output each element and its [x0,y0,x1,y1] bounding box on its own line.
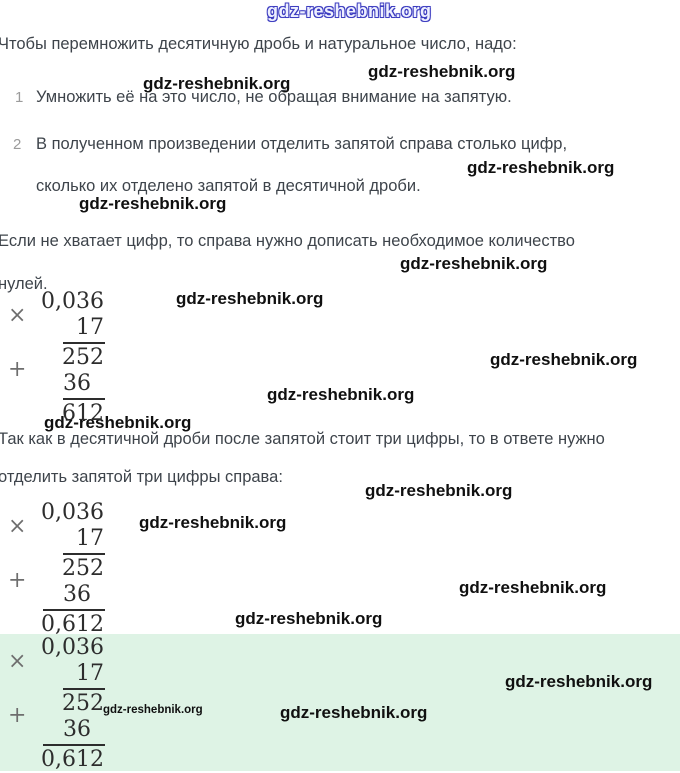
site-logo-watermark: gdz-reshebnik.org [267,1,432,21]
watermark: gdz-reshebnik.org [459,578,607,597]
multiplier: 17 [76,315,104,340]
times-sign: × [8,303,27,328]
watermark: gdz-reshebnik.org [176,289,324,308]
product: 0,612 [41,612,104,637]
watermark: gdz-reshebnik.org [505,672,653,691]
rule [63,398,105,400]
rule [63,688,105,690]
step-1-number: 1 [15,89,24,106]
step-1-text: Умножить её на это число, не обращая вни… [36,88,512,106]
watermark: gdz-reshebnik.org [143,74,291,93]
rule [43,744,105,746]
watermark: gdz-reshebnik.org [400,254,548,273]
multiplication-step-1: × + 0,036 17 252 36 612 [0,289,118,427]
watermark: gdz-reshebnik.org [368,62,516,81]
multiplication-answer: × + 0,036 17 252 36 0,612 [0,635,118,773]
note-text: Если не хватает цифр, то справа нужно до… [0,232,575,293]
product: 612 [62,401,104,426]
watermark: gdz-reshebnik.org [365,481,513,500]
multiplicand: 0,036 [41,635,104,660]
plus-sign: + [8,357,27,382]
multiplier: 17 [76,526,104,551]
product: 0,612 [41,747,104,772]
rule [63,342,105,344]
step-2-number: 2 [13,136,22,153]
conclusion-text: Так как в десятичной дроби после запятой… [0,430,605,486]
multiplicand: 0,036 [41,500,104,525]
watermark: gdz-reshebnik.org [139,513,287,532]
plus-sign: + [8,703,27,728]
multiplicand: 0,036 [41,289,104,314]
watermark: gdz-reshebnik.org [280,703,428,722]
watermark: gdz-reshebnik.org [490,350,638,369]
watermark: gdz-reshebnik.org [103,704,203,716]
watermark: gdz-reshebnik.org [267,385,415,404]
watermark: gdz-reshebnik.org [235,609,383,628]
multiplier: 17 [76,661,104,686]
rule-intro-text: Чтобы перемножить десятичную дробь и нат… [0,35,517,53]
partial-product-2: 36 [63,371,91,396]
step-2-text: В полученном произведении отделить запят… [36,135,568,195]
answer-highlight-strip [0,634,680,771]
plus-sign: + [8,568,27,593]
rule [43,609,105,611]
multiplication-step-2: × + 0,036 17 252 36 0,612 [0,500,118,638]
partial-product-1: 252 [62,556,104,581]
partial-product-2: 36 [63,582,91,607]
watermark: gdz-reshebnik.org [467,158,615,177]
watermark: gdz-reshebnik.org [79,194,227,213]
partial-product-2: 36 [63,717,91,742]
partial-product-1: 252 [62,345,104,370]
watermark: gdz-reshebnik.org [44,413,192,432]
partial-product-1: 252 [62,691,104,716]
rule [63,553,105,555]
times-sign: × [8,514,27,539]
times-sign: × [8,649,27,674]
